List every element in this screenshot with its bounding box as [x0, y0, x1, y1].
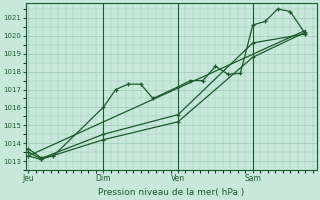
X-axis label: Pression niveau de la mer( hPa ): Pression niveau de la mer( hPa ) [98, 188, 244, 197]
